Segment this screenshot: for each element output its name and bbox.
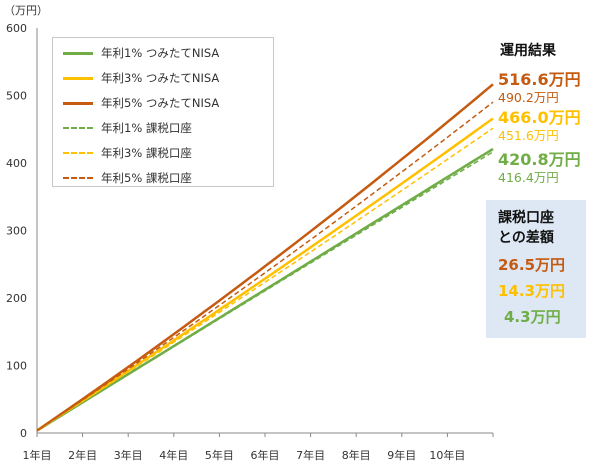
x-tick-label: 6年目 bbox=[251, 448, 280, 462]
legend-swatch bbox=[63, 76, 93, 80]
x-tick-label: 5年目 bbox=[205, 448, 234, 462]
y-tick-label: 600 bbox=[6, 22, 27, 35]
chart-series-lines bbox=[36, 83, 494, 432]
result-nisa-1pct: 420.8万円 bbox=[498, 150, 581, 169]
legend-label: 年利5% つみたてNISA bbox=[101, 96, 220, 110]
legend-item-nisa-1pct: 年利1% つみたてNISA bbox=[63, 45, 219, 61]
results-title: 運用結果 bbox=[500, 43, 556, 59]
series-line-5 bbox=[36, 101, 494, 432]
result-taxable-1pct: 416.4万円 bbox=[498, 170, 559, 185]
difference-title-line2: との差額 bbox=[498, 230, 554, 246]
difference-panel: 課税口座 との差額 26.5万円 14.3万円 4.3万円 bbox=[486, 200, 586, 338]
x-tick-label: 3年目 bbox=[114, 448, 143, 462]
y-tick-label: 400 bbox=[6, 157, 27, 170]
x-tick-label: 2年目 bbox=[68, 448, 97, 462]
difference-3pct: 14.3万円 bbox=[498, 282, 566, 300]
legend-label: 年利5% 課税口座 bbox=[101, 171, 192, 185]
difference-5pct: 26.5万円 bbox=[498, 256, 566, 274]
x-tick-label: 1年目 bbox=[23, 448, 52, 462]
series-line-2 bbox=[36, 83, 494, 432]
series-line-4 bbox=[36, 127, 494, 432]
chart-legend: 年利1% つみたてNISA 年利3% つみたてNISA 年利5% つみたてNIS… bbox=[52, 37, 274, 187]
x-tick-label: 4年目 bbox=[159, 448, 188, 462]
legend-swatch bbox=[63, 51, 93, 55]
difference-1pct: 4.3万円 bbox=[504, 308, 561, 326]
x-tick-label: 10年目 bbox=[429, 448, 465, 462]
legend-label: 年利3% 課税口座 bbox=[101, 146, 192, 160]
y-tick-label: 200 bbox=[6, 292, 27, 305]
result-taxable-5pct: 490.2万円 bbox=[498, 90, 559, 105]
legend-label: 年利3% つみたてNISA bbox=[101, 71, 220, 85]
difference-title-line1: 課税口座 bbox=[498, 210, 554, 226]
y-tick-label: 0 bbox=[20, 427, 27, 440]
legend-label: 年利1% 課税口座 bbox=[101, 121, 192, 135]
chart-axes: 0 100 200 300 400 500 600 1年目 2年目 3年目 4年目 5年目 6年目 7年目… bbox=[6, 22, 494, 462]
result-nisa-5pct: 516.6万円 bbox=[498, 70, 581, 89]
y-tick-label: 100 bbox=[6, 360, 27, 373]
difference-title: 課税口座 との差額 bbox=[498, 208, 554, 248]
y-axis-unit-label: （万円） bbox=[4, 4, 48, 17]
legend-swatch bbox=[63, 127, 93, 129]
legend-item-taxable-1pct: 年利1% 課税口座 bbox=[63, 120, 192, 136]
y-tick-label: 300 bbox=[6, 225, 27, 238]
legend-swatch bbox=[63, 152, 93, 154]
legend-swatch bbox=[63, 101, 93, 105]
legend-item-nisa-5pct: 年利5% つみたてNISA bbox=[63, 95, 219, 111]
series-line-3 bbox=[36, 151, 494, 432]
legend-item-taxable-5pct: 年利5% 課税口座 bbox=[63, 170, 192, 186]
x-tick-label: 8年目 bbox=[342, 448, 371, 462]
legend-item-taxable-3pct: 年利3% 課税口座 bbox=[63, 145, 192, 161]
result-taxable-3pct: 451.6万円 bbox=[498, 128, 559, 143]
y-tick-label: 500 bbox=[6, 90, 27, 103]
legend-swatch bbox=[63, 177, 93, 179]
result-nisa-3pct: 466.0万円 bbox=[498, 108, 581, 127]
legend-label: 年利1% つみたてNISA bbox=[101, 46, 220, 60]
x-tick-label: 7年目 bbox=[296, 448, 325, 462]
legend-item-nisa-3pct: 年利3% つみたてNISA bbox=[63, 70, 219, 86]
x-tick-label: 9年目 bbox=[387, 448, 416, 462]
